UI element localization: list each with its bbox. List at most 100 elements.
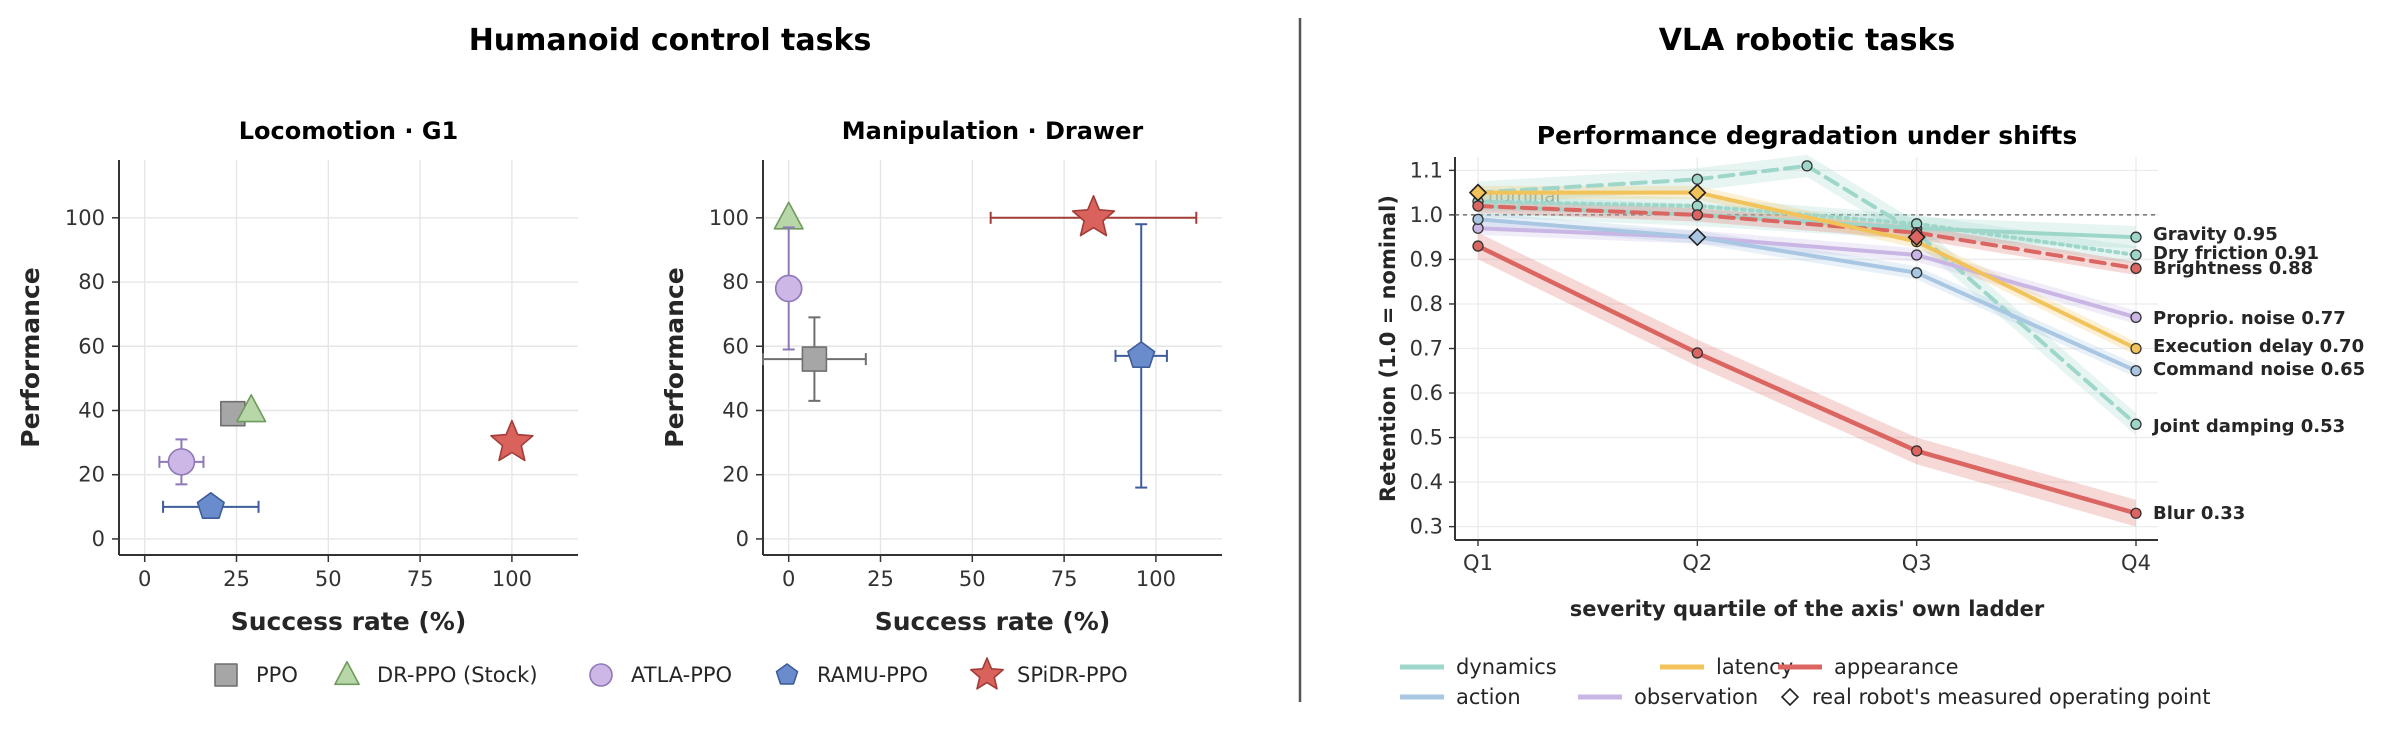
x-tick-label: 100 <box>1136 567 1176 591</box>
brightness-data-point <box>1691 209 1703 221</box>
joint-damping-data-point <box>1801 160 1813 172</box>
joint-damping-end-label: Joint damping 0.53 <box>2151 416 2345 437</box>
blur-line <box>1475 243 2139 516</box>
proprio-noise-data-point <box>1911 249 1923 261</box>
proprio-noise-line <box>1476 226 2138 320</box>
measured-operating-point <box>1688 228 1707 247</box>
x-tick-label: 50 <box>959 567 986 591</box>
y-tick-label: 0.6 <box>1410 381 1443 405</box>
y-tick-label: 0.5 <box>1410 426 1443 450</box>
legend-dr-ppo-stock-marker <box>334 661 360 686</box>
blur-confidence-band <box>1478 232 2136 527</box>
gravity-data-point <box>2130 231 2142 243</box>
y-axis-label: Retention (1.0 = nominal) <box>1376 195 1400 502</box>
command-noise-data-point <box>1911 267 1923 279</box>
spidr-ppo-point <box>490 419 534 462</box>
dry-friction-end-label: Dry friction 0.91 <box>2153 243 2319 264</box>
atla-ppo-point <box>167 448 196 476</box>
y-tick-label: 0.9 <box>1410 247 1443 271</box>
y-tick-label: 20 <box>722 463 749 487</box>
x-tick-label: Q4 <box>2121 551 2151 575</box>
x-tick-label: 75 <box>1051 567 1078 591</box>
execution-delay-line <box>1476 190 2138 351</box>
right-section-title: VLA robotic tasks <box>1659 23 1956 58</box>
command-noise-data-point <box>2130 365 2142 377</box>
spidr-ppo-point <box>1071 195 1116 237</box>
y-tick-label: 40 <box>78 398 105 422</box>
y-tick-label: 0 <box>92 527 105 551</box>
y-tick-label: 20 <box>78 463 105 487</box>
execution-delay-data-point <box>2130 342 2142 355</box>
y-tick-label: 0.3 <box>1410 515 1443 539</box>
blur-end-label: Blur 0.33 <box>2153 503 2245 524</box>
x-tick-label: Q1 <box>1463 551 1493 575</box>
atla-ppo-point <box>774 274 803 303</box>
dry-friction-confidence-band <box>1478 192 2136 264</box>
y-tick-label: 40 <box>722 398 749 422</box>
brightness-confidence-band <box>1478 199 2136 275</box>
x-tick-label: 0 <box>782 567 795 591</box>
command-noise-end-label: Command noise 0.65 <box>2153 359 2365 380</box>
proprio-noise-data-point <box>2130 311 2142 323</box>
x-tick-label: 0 <box>138 567 151 591</box>
legend-measured-point-marker <box>1780 687 1800 707</box>
y-tick-label: 80 <box>722 270 749 294</box>
legend-dynamics-label: dynamics <box>1456 655 1557 679</box>
x-tick-label: 100 <box>492 567 532 591</box>
brightness-end-label: Brightness 0.88 <box>2153 258 2313 279</box>
y-tick-label: 80 <box>78 270 105 294</box>
locomotion-chart: 0 25 50 75 100 0 20 40 60 80 100 Locomotion · G1 Suc… <box>16 117 578 636</box>
legend-appearance-label: appearance <box>1834 655 1959 679</box>
legend-atla-ppo-marker <box>589 663 613 687</box>
joint-damping-confidence-band <box>1478 154 2136 436</box>
legend-measured-point-label: real robot's measured operating point <box>1812 685 2210 709</box>
measured-operating-point <box>1688 183 1707 202</box>
dry-friction-data-point <box>2130 249 2142 261</box>
dry-friction-line <box>1476 199 2138 257</box>
y-axis-label: Performance <box>16 267 45 447</box>
legend-spidr-ppo-label: SPiDR-PPO <box>1017 663 1128 687</box>
brightness-line <box>1476 204 2138 271</box>
ramu-ppo-point <box>1127 341 1156 368</box>
measured-operating-point <box>1468 183 1488 202</box>
legend-ramu-ppo-marker <box>775 663 799 685</box>
x-tick-label: 25 <box>223 567 250 591</box>
proprio-noise-end-label: Proprio. noise 0.77 <box>2153 308 2346 329</box>
ppo-point <box>801 346 828 372</box>
measured-operating-point <box>1907 228 1926 247</box>
subplot-title: Manipulation · Drawer <box>842 117 1144 145</box>
legend-action-label: action <box>1456 685 1521 709</box>
x-axis-label: Success rate (%) <box>231 607 467 636</box>
x-tick-label: 25 <box>867 567 894 591</box>
joint-damping-data-point <box>2130 418 2142 430</box>
y-tick-label: 100 <box>709 206 749 230</box>
left-section-title: Humanoid control tasks <box>469 23 872 58</box>
manipulation-chart: 0 25 50 75 100 0 20 40 60 80 100 Manipulation · Dra… <box>660 117 1222 636</box>
dr-ppo-stock-point <box>773 201 804 230</box>
y-tick-label: 0.8 <box>1410 292 1443 316</box>
y-tick-label: 0 <box>736 527 749 551</box>
y-tick-label: 0.7 <box>1410 337 1443 361</box>
degradation-chart: 0.30.40.50.60.70.80.91.01.1Q1 Q2 Q3 Q4nomin… <box>1376 121 2365 621</box>
brightness-data-point <box>2130 262 2142 274</box>
x-tick-label: Q2 <box>1682 551 1712 575</box>
blur-data-point <box>1911 445 1923 457</box>
x-axis-label: Success rate (%) <box>875 607 1111 636</box>
legend-observation-label: observation <box>1634 685 1758 709</box>
blur-data-point <box>2130 507 2142 519</box>
legend-ppo-marker <box>214 663 238 687</box>
x-tick-label: Q3 <box>1902 551 1932 575</box>
dr-ppo-stock-point <box>236 394 267 423</box>
x-tick-label: 75 <box>407 567 434 591</box>
y-tick-label: 1.1 <box>1410 158 1443 182</box>
legend-ramu-ppo-label: RAMU-PPO <box>817 663 928 687</box>
x-tick-label: 50 <box>315 567 342 591</box>
gravity-end-label: Gravity 0.95 <box>2153 224 2278 245</box>
ramu-ppo-point <box>196 492 225 519</box>
legend-ppo-label: PPO <box>256 663 298 687</box>
legend-spidr-ppo-marker <box>970 657 1004 690</box>
y-axis-label: Performance <box>660 267 689 447</box>
y-tick-label: 0.4 <box>1410 470 1443 494</box>
